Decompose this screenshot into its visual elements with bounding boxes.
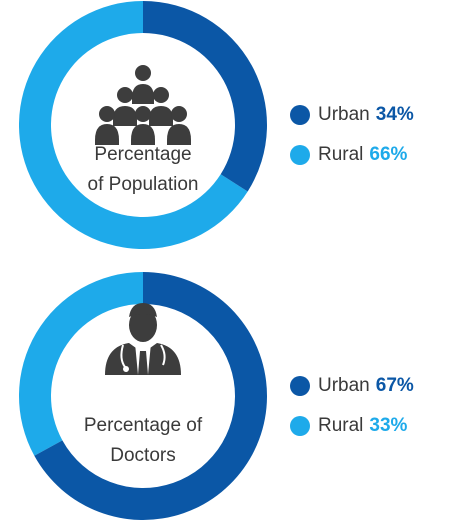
legend-entry: Rural 66%: [318, 144, 408, 165]
chart-title: Percentage: [94, 144, 191, 165]
legend-label: Urban: [318, 104, 370, 125]
donut-segment: [18, 272, 144, 456]
legend-label: Urban: [318, 375, 370, 396]
value-label: 33%: [369, 415, 407, 436]
legend-swatch: [290, 105, 310, 125]
donut-segment: [143, 1, 267, 192]
value-label: 66%: [369, 144, 407, 165]
chart-title: Percentage of: [84, 415, 203, 436]
legend-entry: Urban 34%: [318, 104, 414, 125]
chart-title: of Population: [88, 174, 199, 195]
legend-entry: Urban 67%: [318, 375, 414, 396]
legend-entry: Rural 33%: [318, 415, 408, 436]
legend-label: Rural: [318, 144, 363, 165]
value-label: 34%: [376, 104, 414, 125]
legend-label: Rural: [318, 415, 363, 436]
legend-swatch: [290, 145, 310, 165]
legend-swatch: [290, 376, 310, 396]
people-icon: [95, 65, 191, 145]
chart-title: Doctors: [110, 445, 175, 466]
doctor-icon: [105, 303, 181, 375]
legend-swatch: [290, 416, 310, 436]
value-label: 67%: [376, 375, 414, 396]
